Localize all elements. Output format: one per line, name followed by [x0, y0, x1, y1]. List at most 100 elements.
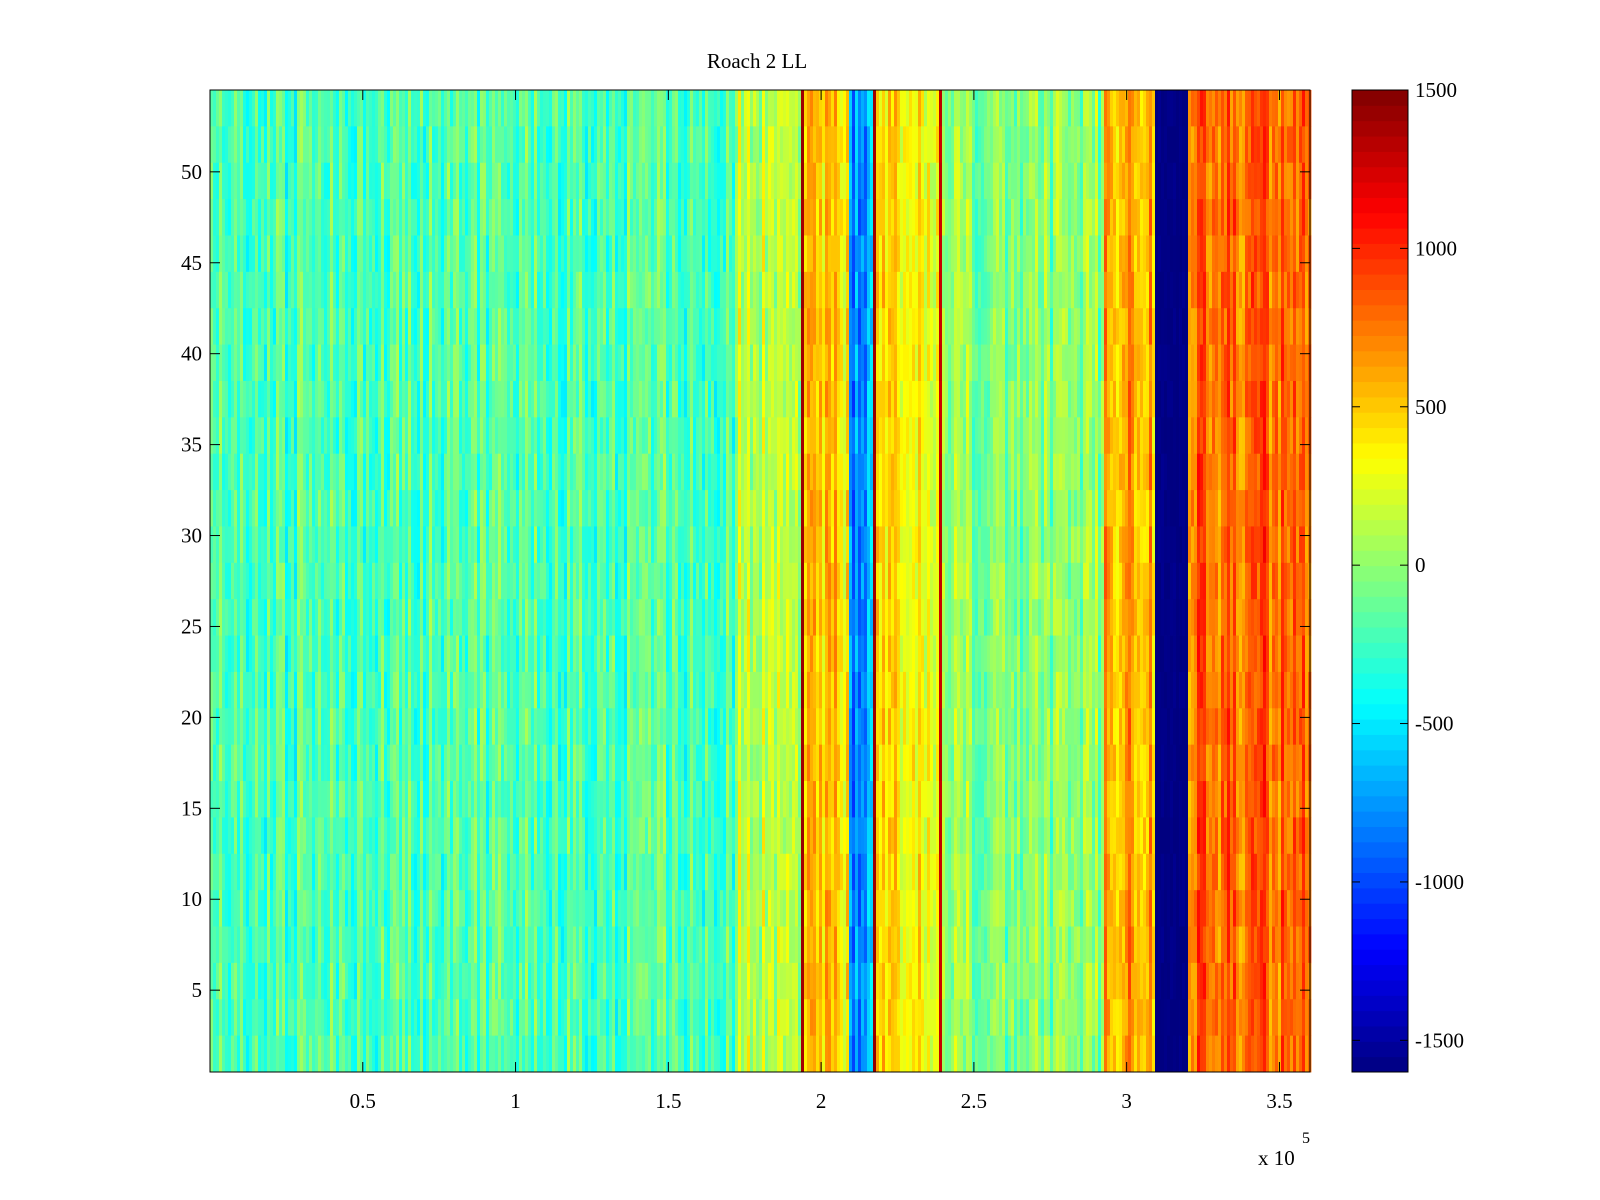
heatmap-cell — [321, 890, 325, 927]
heatmap-cell — [546, 817, 550, 855]
heatmap-cell — [684, 962, 688, 1000]
heatmap-cell — [636, 344, 640, 382]
heatmap-cell — [237, 999, 241, 1037]
heatmap-cell — [687, 380, 691, 418]
heatmap-cell — [435, 526, 439, 564]
heatmap-cell — [348, 599, 352, 636]
heatmap-cell — [531, 453, 535, 491]
heatmap-cell — [600, 853, 604, 891]
heatmap-cell — [285, 490, 289, 527]
heatmap-cell — [714, 344, 718, 382]
heatmap-cell — [591, 708, 595, 746]
heatmap-cell — [678, 635, 682, 673]
heatmap-cell — [528, 490, 532, 527]
heatmap-cell — [312, 599, 316, 636]
heatmap-cell — [516, 235, 520, 273]
heatmap-cell — [480, 635, 484, 673]
heatmap-cell — [537, 271, 541, 309]
heatmap-cell — [492, 380, 496, 418]
heatmap-cell — [297, 671, 301, 709]
heatmap-cell — [486, 308, 490, 345]
heatmap-cell — [231, 490, 235, 527]
heatmap-cell — [258, 1035, 262, 1073]
heatmap-cell — [648, 708, 652, 746]
heatmap-cell — [264, 162, 268, 200]
heatmap-cell — [666, 562, 670, 600]
heatmap-cell — [660, 890, 664, 927]
heatmap-cell — [519, 926, 523, 964]
heatmap-cell — [486, 781, 490, 818]
heatmap-cell — [564, 344, 568, 382]
heatmap-cell — [318, 526, 322, 564]
heatmap-cell — [708, 671, 712, 709]
heatmap-cell — [270, 235, 274, 273]
heatmap-cell — [336, 853, 340, 891]
heatmap-cell — [315, 417, 319, 455]
heatmap-cell — [558, 1035, 562, 1073]
heatmap-cell — [369, 926, 373, 964]
heatmap-cell — [435, 562, 439, 600]
heatmap-cell — [528, 199, 532, 236]
heatmap-cell — [459, 781, 463, 818]
heatmap-cell — [252, 380, 256, 418]
heatmap-cell — [363, 380, 367, 418]
heatmap-cell — [642, 344, 646, 382]
heatmap-cell — [540, 1035, 544, 1073]
heatmap-cell — [288, 562, 292, 600]
heatmap-cell — [225, 562, 229, 600]
heatmap-cell — [366, 308, 370, 345]
heatmap-cell — [555, 199, 559, 236]
heatmap-cell — [375, 635, 379, 673]
heatmap-cell — [384, 817, 388, 855]
heatmap-cell — [522, 126, 526, 164]
heatmap-cell — [411, 890, 415, 927]
heatmap-cell — [711, 562, 715, 600]
heatmap-cell — [375, 926, 379, 964]
heatmap-cell — [456, 271, 460, 309]
heatmap-cell — [591, 453, 595, 491]
heatmap-cell — [354, 562, 358, 600]
heatmap-cell — [450, 890, 454, 927]
heatmap-cell — [549, 308, 553, 345]
heatmap-cell — [363, 635, 367, 673]
heatmap-cell — [537, 308, 541, 345]
heatmap-cell — [624, 817, 628, 855]
heatmap-cell — [666, 90, 670, 127]
heatmap-cell — [597, 599, 601, 636]
heatmap-cell — [759, 90, 763, 127]
heatmap-cell — [558, 490, 562, 527]
heatmap-cell — [534, 344, 538, 382]
heatmap-cell — [639, 526, 643, 564]
heatmap-cell — [483, 271, 487, 309]
heatmap-cell — [381, 708, 385, 746]
heatmap-cell — [594, 199, 598, 236]
heatmap-cell — [669, 453, 673, 491]
heatmap-cell — [327, 526, 331, 564]
heatmap-cell — [261, 490, 265, 527]
heatmap-cell — [222, 781, 226, 818]
heatmap-cell — [702, 962, 706, 1000]
heatmap-cell — [357, 562, 361, 600]
heatmap-cell — [732, 635, 736, 673]
heatmap-cell — [576, 271, 580, 309]
heatmap-cell — [603, 744, 607, 782]
heatmap-cell — [339, 235, 343, 273]
heatmap-cell — [429, 526, 433, 564]
heatmap-cell — [456, 599, 460, 636]
heatmap-cell — [660, 708, 664, 746]
heatmap-cell — [687, 126, 691, 164]
heatmap-cell — [549, 235, 553, 273]
heatmap-cell — [333, 562, 337, 600]
heatmap-cell — [705, 344, 709, 382]
heatmap-cell — [279, 235, 283, 273]
heatmap-cell — [504, 271, 508, 309]
heatmap-cell — [231, 671, 235, 709]
heatmap-cell — [285, 926, 289, 964]
heatmap-cell — [546, 162, 550, 200]
heatmap-cell — [453, 453, 457, 491]
heatmap-cell — [372, 1035, 376, 1073]
heatmap-cell — [333, 853, 337, 891]
heatmap-cell — [249, 417, 253, 455]
heatmap-cell — [750, 890, 754, 927]
heatmap-cell — [288, 853, 292, 891]
